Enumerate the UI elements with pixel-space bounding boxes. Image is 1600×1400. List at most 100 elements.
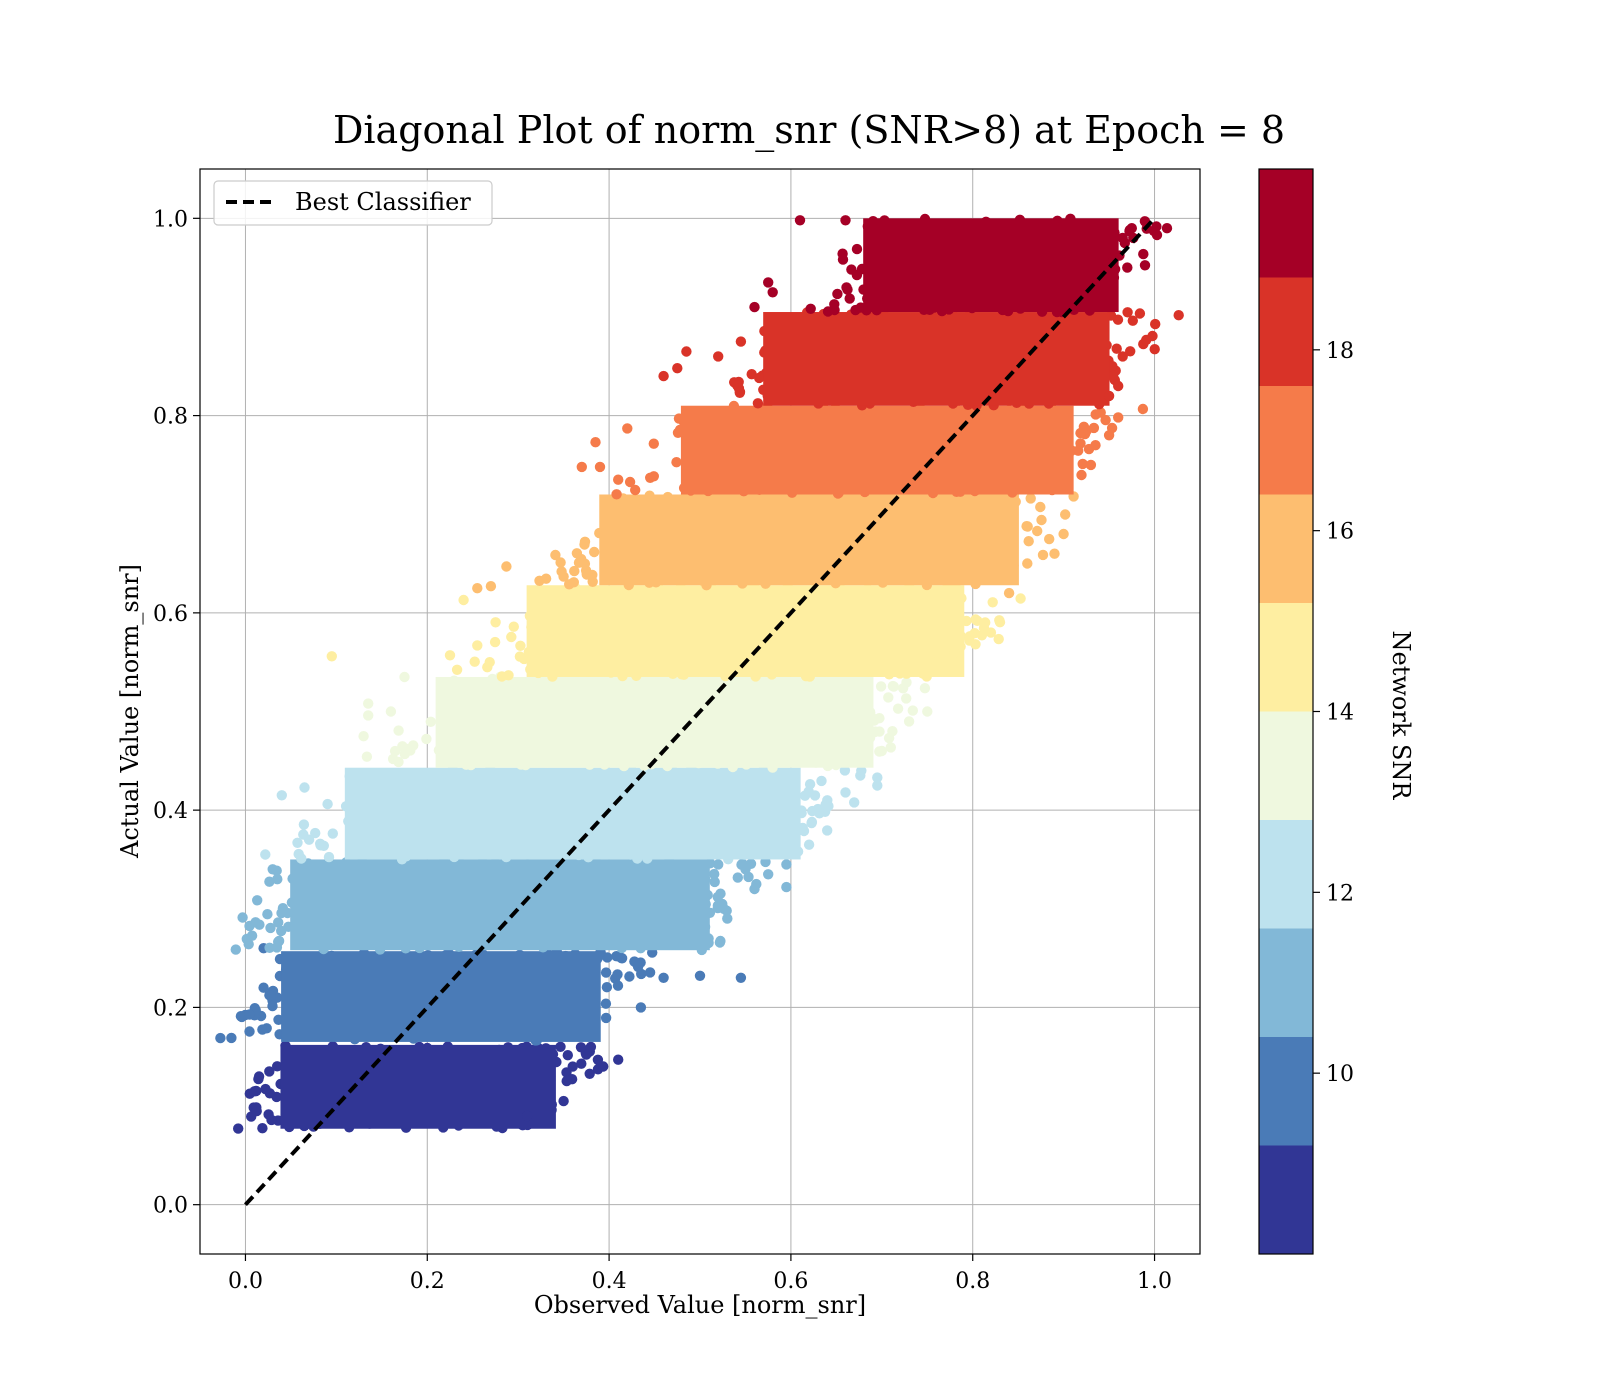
scatter-point	[421, 733, 432, 745]
scatter-point	[1022, 521, 1033, 532]
scatter-point	[1095, 407, 1106, 418]
scatter-point	[260, 849, 271, 860]
scatter-point	[1003, 587, 1015, 599]
series-4	[260, 762, 883, 865]
scatter-point	[883, 732, 895, 744]
scatter-point	[272, 874, 283, 885]
colorbar-tick-label: 18	[1326, 339, 1354, 364]
scatter-point	[244, 1026, 255, 1037]
scatter-point	[425, 716, 436, 727]
best-classifier-line-layer	[243, 216, 1157, 1207]
scatter-point	[1075, 427, 1086, 439]
colorbar-segment	[1259, 928, 1313, 1037]
scatter-point	[822, 795, 833, 806]
scatter-point	[1151, 229, 1163, 241]
scatter-point	[972, 615, 983, 626]
scatter-point-cluster	[280, 1044, 556, 1129]
scatter-point	[1060, 509, 1071, 520]
scatter-point	[264, 876, 275, 887]
y-tick-label: 0.2	[153, 996, 188, 1021]
scatter-point	[1035, 501, 1046, 513]
scatter-point	[749, 883, 760, 895]
scatter-point	[829, 299, 840, 310]
legend: Best Classifier	[213, 180, 493, 226]
scatter-point	[514, 651, 526, 662]
scatter-point	[276, 790, 287, 801]
scatter-point	[713, 351, 724, 362]
colorbar-tick-label: 16	[1326, 520, 1354, 545]
scatter-point	[1127, 315, 1139, 326]
scatter-point	[265, 922, 276, 934]
scatter-point	[832, 288, 843, 300]
scatter-point	[803, 839, 815, 850]
scatter-point	[1025, 493, 1036, 504]
scatter-point	[752, 398, 764, 409]
scatter-point	[964, 635, 975, 646]
scatter-point	[735, 336, 747, 347]
scatter-point	[327, 828, 338, 839]
scatter-point	[260, 1083, 271, 1095]
scatter-point-cluster	[435, 676, 874, 768]
x-axis-ticks: 0.0 0.2 0.4 0.6 0.8 1.0	[228, 1254, 1172, 1294]
scatter-point	[555, 1041, 566, 1053]
scatter-point	[630, 484, 641, 496]
scatter-point	[851, 269, 863, 281]
scatter-point	[277, 903, 289, 914]
scatter-point	[1138, 248, 1149, 260]
scatter-point	[292, 837, 303, 848]
scatter-point	[237, 912, 248, 923]
scatter-point	[267, 864, 278, 875]
scatter-point	[901, 693, 912, 704]
scatter-point	[244, 920, 255, 932]
scatter-point	[1139, 260, 1151, 271]
scatter-point	[903, 716, 915, 727]
scatter-point	[501, 561, 512, 572]
scatter-point	[885, 742, 896, 753]
scatter-point	[816, 775, 827, 787]
y-tick-label: 0.4	[153, 799, 188, 824]
scatter-point	[1113, 412, 1124, 423]
scatter-point	[393, 725, 404, 736]
scatter-point	[575, 1042, 587, 1053]
scatter-point	[451, 664, 463, 675]
scatter-point	[722, 913, 733, 924]
scatter-point	[562, 1050, 573, 1061]
y-tick-label: 0.8	[153, 405, 188, 430]
colorbar-segment	[1259, 386, 1313, 495]
scatter-point	[1008, 560, 1019, 571]
scatter-point-cluster	[281, 951, 601, 1042]
scatter-point	[264, 942, 275, 953]
colorbar-segment	[1259, 711, 1313, 820]
scatter-point-cluster	[344, 767, 801, 860]
scatter-point	[715, 935, 726, 947]
scatter-point	[1036, 514, 1047, 526]
scatter-point	[735, 972, 747, 983]
scatter-point	[994, 615, 1005, 626]
scatter-point	[600, 1012, 612, 1024]
scatter-point	[980, 617, 991, 628]
scatter-point	[794, 215, 806, 226]
scatter-point	[594, 461, 606, 473]
scatter-point	[635, 1002, 647, 1013]
scatter-point	[253, 1071, 265, 1082]
scatter-point	[931, 657, 942, 668]
chart-title: Diagonal Plot of norm_snr (SNR>8) at Epo…	[333, 108, 1285, 153]
scatter-point	[358, 731, 369, 742]
scatter-point	[804, 779, 816, 790]
colorbar: 10 12 14 16 18	[1258, 168, 1354, 1255]
scatter-point	[1103, 430, 1115, 441]
scatter-point	[555, 557, 566, 568]
scatter-point	[851, 243, 863, 255]
scatter-point	[763, 869, 774, 880]
scatter-point	[267, 1000, 278, 1012]
scatter-point	[613, 1054, 624, 1065]
scatter-point	[671, 457, 682, 468]
scatter-point	[258, 982, 269, 993]
scatter-point	[469, 656, 480, 667]
scatter-point	[734, 386, 746, 398]
scatter-point	[323, 851, 335, 863]
scatter-point	[1122, 262, 1133, 273]
scatter-point	[484, 657, 495, 668]
scatter-point	[713, 859, 724, 870]
colorbar-segment	[1259, 494, 1313, 603]
